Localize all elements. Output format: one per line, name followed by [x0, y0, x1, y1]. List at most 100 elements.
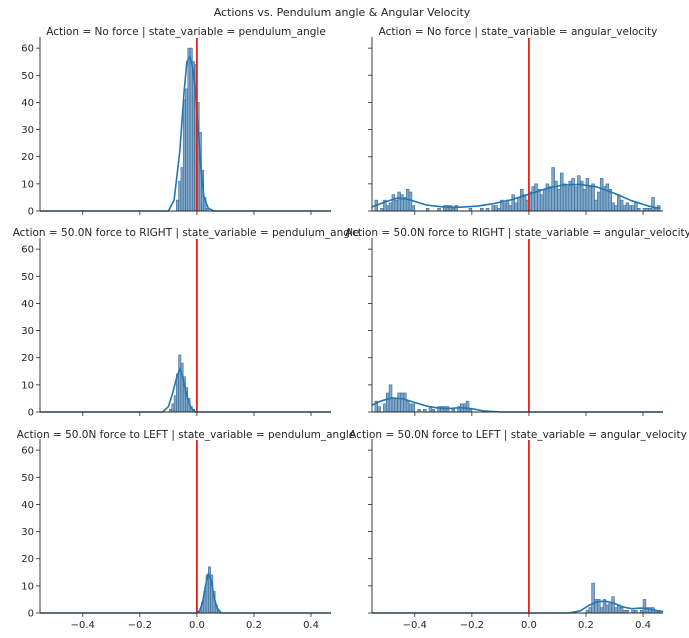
hist-bar: [625, 202, 630, 212]
hist-bar: [651, 197, 655, 212]
facet-panel-4: Action = 50.0N force to RIGHT | state_va…: [345, 227, 689, 416]
hist-bar: [542, 188, 547, 212]
hist-bar: [391, 194, 396, 212]
hist-bar: [403, 392, 407, 413]
panel-title: Action = 50.0N force to LEFT | state_var…: [349, 429, 687, 441]
y-tick-label: 40: [21, 500, 34, 511]
y-tick-label: 20: [21, 554, 34, 565]
hist-bar: [445, 406, 450, 413]
hist-bar: [588, 607, 592, 614]
figure-suptitle: Actions vs. Pendulum angle & Angular Vel…: [214, 6, 471, 19]
y-tick-label: 10: [21, 581, 34, 592]
hist-bar: [577, 175, 581, 212]
hist-bar: [628, 205, 632, 212]
hist-bar: [591, 183, 595, 212]
facet-panel-3: Action = 50.0N force to RIGHT | state_va…: [13, 227, 360, 419]
hist-bar: [619, 199, 624, 212]
hist-bar: [400, 392, 404, 413]
hist-bar: [180, 167, 184, 212]
hist-bar: [494, 205, 498, 212]
panel-title: Action = No force | state_variable = ang…: [379, 26, 658, 38]
y-tick-label: 40: [21, 299, 34, 310]
kde-line: [372, 600, 664, 614]
hist-bar: [557, 188, 561, 212]
hist-bar: [394, 398, 398, 413]
hist-bar: [614, 205, 618, 212]
panel-title: Action = 50.0N force to RIGHT | state_va…: [345, 227, 689, 239]
hist-bar: [617, 194, 621, 212]
hist-bar: [185, 88, 189, 212]
x-tick-label: 0.4: [635, 620, 651, 631]
hist-bar: [397, 191, 401, 212]
hist-bar: [411, 205, 416, 212]
hist-bar: [383, 403, 387, 413]
kde-line: [371, 397, 663, 413]
hist-bar: [540, 194, 544, 212]
x-tick-label: −0.4: [403, 620, 427, 631]
hist-bar: [597, 191, 601, 212]
y-tick-label: 20: [21, 353, 34, 364]
hist-bar: [548, 186, 553, 212]
x-tick-label: −0.2: [460, 620, 484, 631]
y-tick-label: 10: [21, 380, 34, 391]
hist-bar: [465, 400, 470, 413]
hist-bar: [189, 47, 193, 212]
hist-bar: [176, 199, 179, 212]
hist-bar: [405, 400, 410, 413]
hist-bar: [511, 194, 515, 212]
hist-bar: [388, 202, 393, 212]
y-tick-label: 0: [28, 408, 34, 419]
hist-bar: [514, 202, 518, 212]
hist-bar: [491, 205, 495, 212]
facet-panel-2: Action = No force | state_variable = ang…: [368, 26, 663, 215]
y-tick-label: 50: [21, 71, 34, 82]
hist-bar: [502, 202, 507, 212]
hist-bar: [634, 202, 638, 212]
hist-bar: [622, 205, 627, 212]
hist-bar: [397, 392, 401, 413]
hist-bar: [585, 178, 590, 212]
hist-bar: [385, 205, 390, 212]
hist-bar: [178, 354, 182, 413]
facet-panel-5: Action = 50.0N force to LEFT | state_var…: [17, 429, 356, 631]
hist-bar: [173, 395, 177, 413]
y-tick-label: 60: [21, 446, 34, 457]
hist-bar: [517, 197, 521, 212]
y-tick-label: 30: [21, 326, 34, 337]
hist-bar: [565, 186, 570, 212]
hist-bar: [408, 191, 413, 212]
hist-bar: [579, 180, 584, 212]
hist-bar: [605, 604, 610, 614]
x-tick-label: 0.4: [303, 620, 319, 631]
hist-bar: [614, 607, 618, 614]
hist-bar: [408, 403, 413, 413]
hist-bar: [568, 180, 573, 212]
kde-line: [40, 572, 331, 614]
y-tick-label: 20: [21, 152, 34, 163]
hist-bar: [594, 199, 598, 212]
hist-bar: [611, 202, 615, 212]
kde-line: [40, 55, 331, 212]
x-tick-label: −0.4: [71, 620, 95, 631]
hist-bar: [391, 398, 396, 413]
hist-bar: [531, 186, 535, 212]
hist-bar: [178, 180, 182, 212]
y-tick-label: 40: [21, 98, 34, 109]
hist-bar: [599, 607, 604, 614]
hist-bar: [559, 172, 564, 212]
y-tick-label: 60: [21, 44, 34, 55]
y-tick-label: 10: [21, 179, 34, 190]
y-tick-label: 0: [28, 609, 34, 620]
hist-bar: [619, 607, 624, 614]
hist-bar: [377, 406, 381, 413]
hist-bar: [400, 194, 404, 212]
hist-bar: [520, 188, 524, 212]
hist-bar: [642, 599, 647, 614]
hist-bar: [534, 183, 538, 212]
hist-bar: [574, 186, 578, 212]
y-tick-label: 30: [21, 125, 34, 136]
hist-bar: [394, 199, 398, 212]
x-tick-label: −0.2: [128, 620, 152, 631]
hist-bar: [631, 205, 635, 212]
